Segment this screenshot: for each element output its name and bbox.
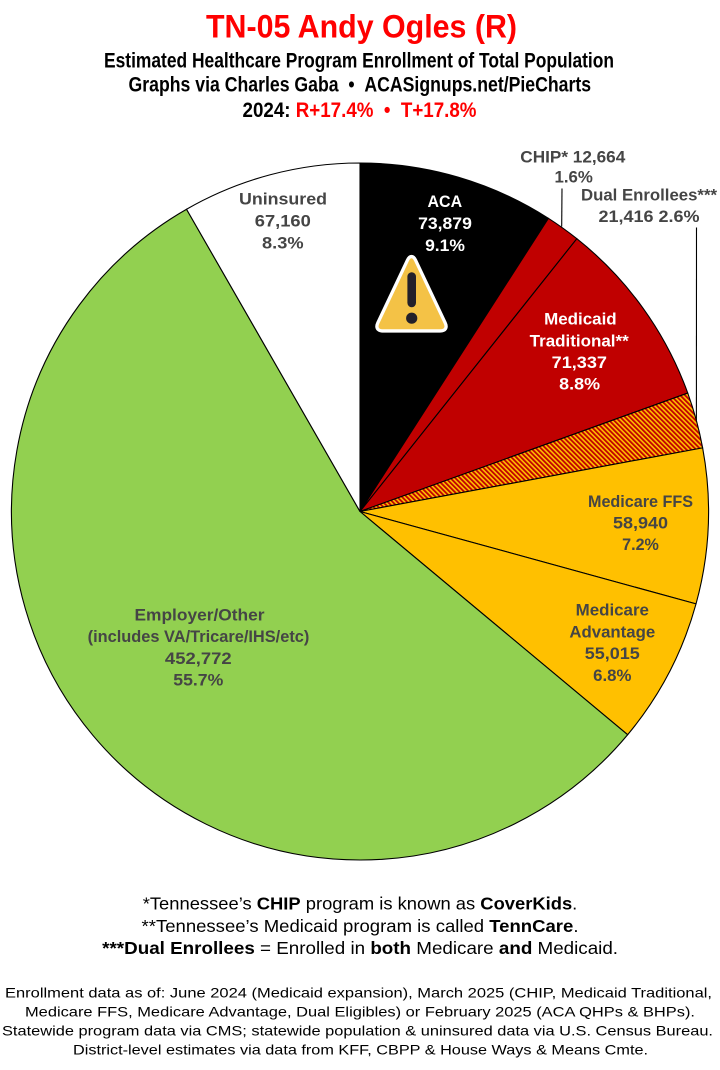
- svg-text:7.2%: 7.2%: [622, 535, 659, 554]
- svg-text:Uninsured: Uninsured: [239, 190, 327, 209]
- svg-text:Medicare FFS: Medicare FFS: [588, 492, 693, 511]
- svg-text:ACA: ACA: [428, 192, 463, 211]
- svg-text:Statewide program data via CMS: Statewide program data via CMS; statewid…: [2, 1023, 713, 1039]
- svg-text:TN-05 Andy Ogles (R): TN-05 Andy Ogles (R): [206, 8, 517, 45]
- svg-text:6.8%: 6.8%: [593, 666, 631, 685]
- svg-text:Advantage: Advantage: [569, 622, 655, 641]
- svg-text:9.1%: 9.1%: [425, 236, 465, 255]
- svg-text:71,337: 71,337: [552, 353, 607, 372]
- svg-text:55.7%: 55.7%: [173, 671, 223, 690]
- svg-text:67,160: 67,160: [255, 212, 311, 231]
- svg-text:District-level estimates via d: District-level estimates via data from K…: [73, 1042, 648, 1058]
- svg-text:8.3%: 8.3%: [262, 234, 304, 253]
- svg-text:Medicare: Medicare: [576, 601, 649, 620]
- svg-text:1.6%: 1.6%: [555, 168, 593, 187]
- svg-text:Dual Enrollees***: Dual Enrollees***: [581, 186, 717, 205]
- svg-text:Graphs via Charles Gaba • AC: Graphs via Charles Gaba • ACASignups.net…: [129, 73, 592, 97]
- svg-text:**Tennessee’s Medicaid program: **Tennessee’s Medicaid program is called…: [142, 916, 579, 935]
- svg-text:55,015: 55,015: [585, 644, 640, 663]
- svg-text:21,416 2.6%: 21,416 2.6%: [599, 207, 700, 226]
- svg-text:73,879: 73,879: [418, 214, 472, 233]
- svg-text:*Tennessee’s CHIP program is k: *Tennessee’s CHIP program is known as Co…: [143, 894, 578, 914]
- svg-text:Enrollment data as of: June 20: Enrollment data as of: June 2024 (Medica…: [5, 985, 712, 1001]
- svg-text:***Dual Enrollees = Enrolled i: ***Dual Enrollees = Enrolled in both Med…: [102, 939, 618, 958]
- svg-text:Estimated Healthcare Program E: Estimated Healthcare Program Enrollment …: [104, 48, 614, 72]
- svg-text:58,940: 58,940: [613, 514, 668, 533]
- svg-text:CHIP* 12,664: CHIP* 12,664: [520, 148, 626, 167]
- svg-text:2024: R+17.4% • T+17.8%: 2024: R+17.4% • T+17.8%: [243, 99, 477, 122]
- svg-text:Medicaid: Medicaid: [544, 310, 617, 329]
- svg-text:8.8%: 8.8%: [559, 375, 600, 394]
- svg-text:Traditional**: Traditional**: [530, 331, 629, 350]
- svg-text:(includes VA/Tricare/IHS/etc): (includes VA/Tricare/IHS/etc): [88, 627, 310, 646]
- svg-text:Employer/Other: Employer/Other: [135, 606, 265, 625]
- svg-text:Medicare FFS, Medicare Advanta: Medicare FFS, Medicare Advantage, Dual E…: [25, 1004, 695, 1020]
- svg-text:452,772: 452,772: [165, 649, 232, 668]
